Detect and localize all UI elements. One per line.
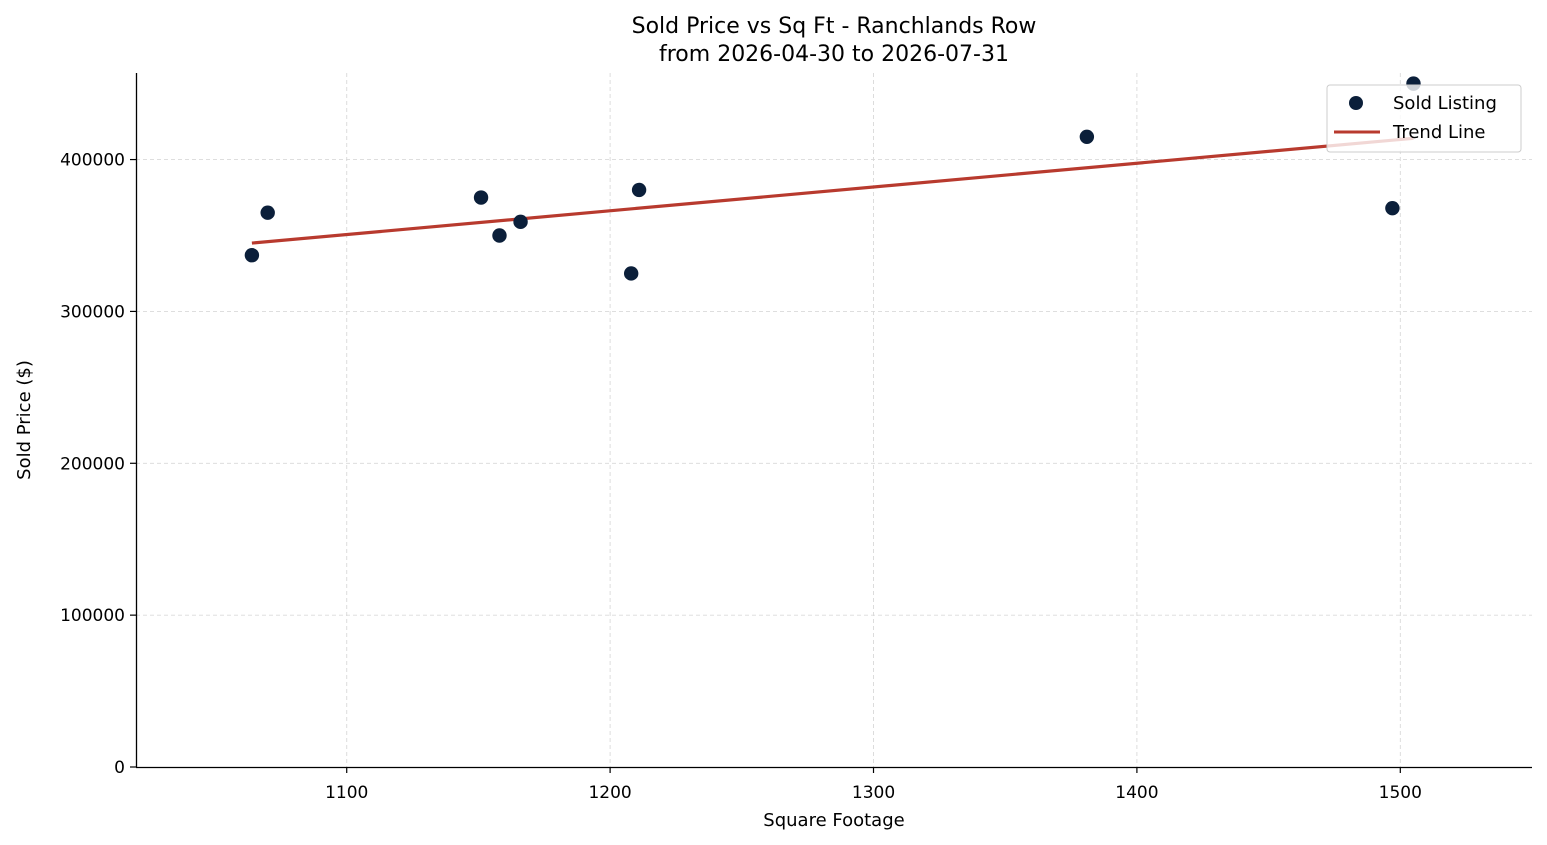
scatter-point xyxy=(623,266,639,281)
scatter-point xyxy=(473,190,489,205)
legend-label-sold-listing: Sold Listing xyxy=(1393,93,1497,114)
scatter-point xyxy=(260,205,275,220)
scatter-point xyxy=(492,228,507,243)
x-tick-label: 1400 xyxy=(1115,783,1158,803)
y-tick-label: 400000 xyxy=(60,151,125,171)
legend-label-trend-line: Trend Line xyxy=(1392,122,1486,143)
legend-box xyxy=(1326,84,1522,153)
x-tick-label: 1300 xyxy=(852,783,895,803)
legend-marker-sold-listing xyxy=(1349,96,1363,110)
scatter-point xyxy=(513,214,528,230)
y-tick-label: 100000 xyxy=(60,606,125,626)
x-tick-label: 1100 xyxy=(325,783,368,803)
y-tick-label: 0 xyxy=(114,758,125,778)
x-tick-label: 1500 xyxy=(1379,783,1422,803)
x-axis-label: Square Footage xyxy=(763,810,904,831)
y-tick-label: 200000 xyxy=(60,454,125,474)
x-tick-label: 1200 xyxy=(588,783,631,803)
chart-title: Sold Price vs Sq Ft - Ranchlands Row xyxy=(632,14,1037,39)
y-axis-ticks: 0 100000 200000 300000 400000 xyxy=(60,151,136,778)
y-axis-label: Sold Price ($) xyxy=(14,360,35,480)
chart-subtitle: from 2026-04-30 to 2026-07-31 xyxy=(659,42,1009,67)
x-axis-ticks: 1100 1200 1300 1400 1500 xyxy=(325,767,1422,803)
legend: Sold Listing Trend Line xyxy=(1326,84,1522,153)
scatter-point xyxy=(1079,129,1095,144)
scatter-point xyxy=(244,248,260,263)
scatter-point xyxy=(1385,200,1400,216)
grid-lines xyxy=(136,73,1532,767)
scatter-point xyxy=(631,182,647,198)
trend-line xyxy=(251,136,1414,245)
y-tick-label: 300000 xyxy=(60,302,125,322)
